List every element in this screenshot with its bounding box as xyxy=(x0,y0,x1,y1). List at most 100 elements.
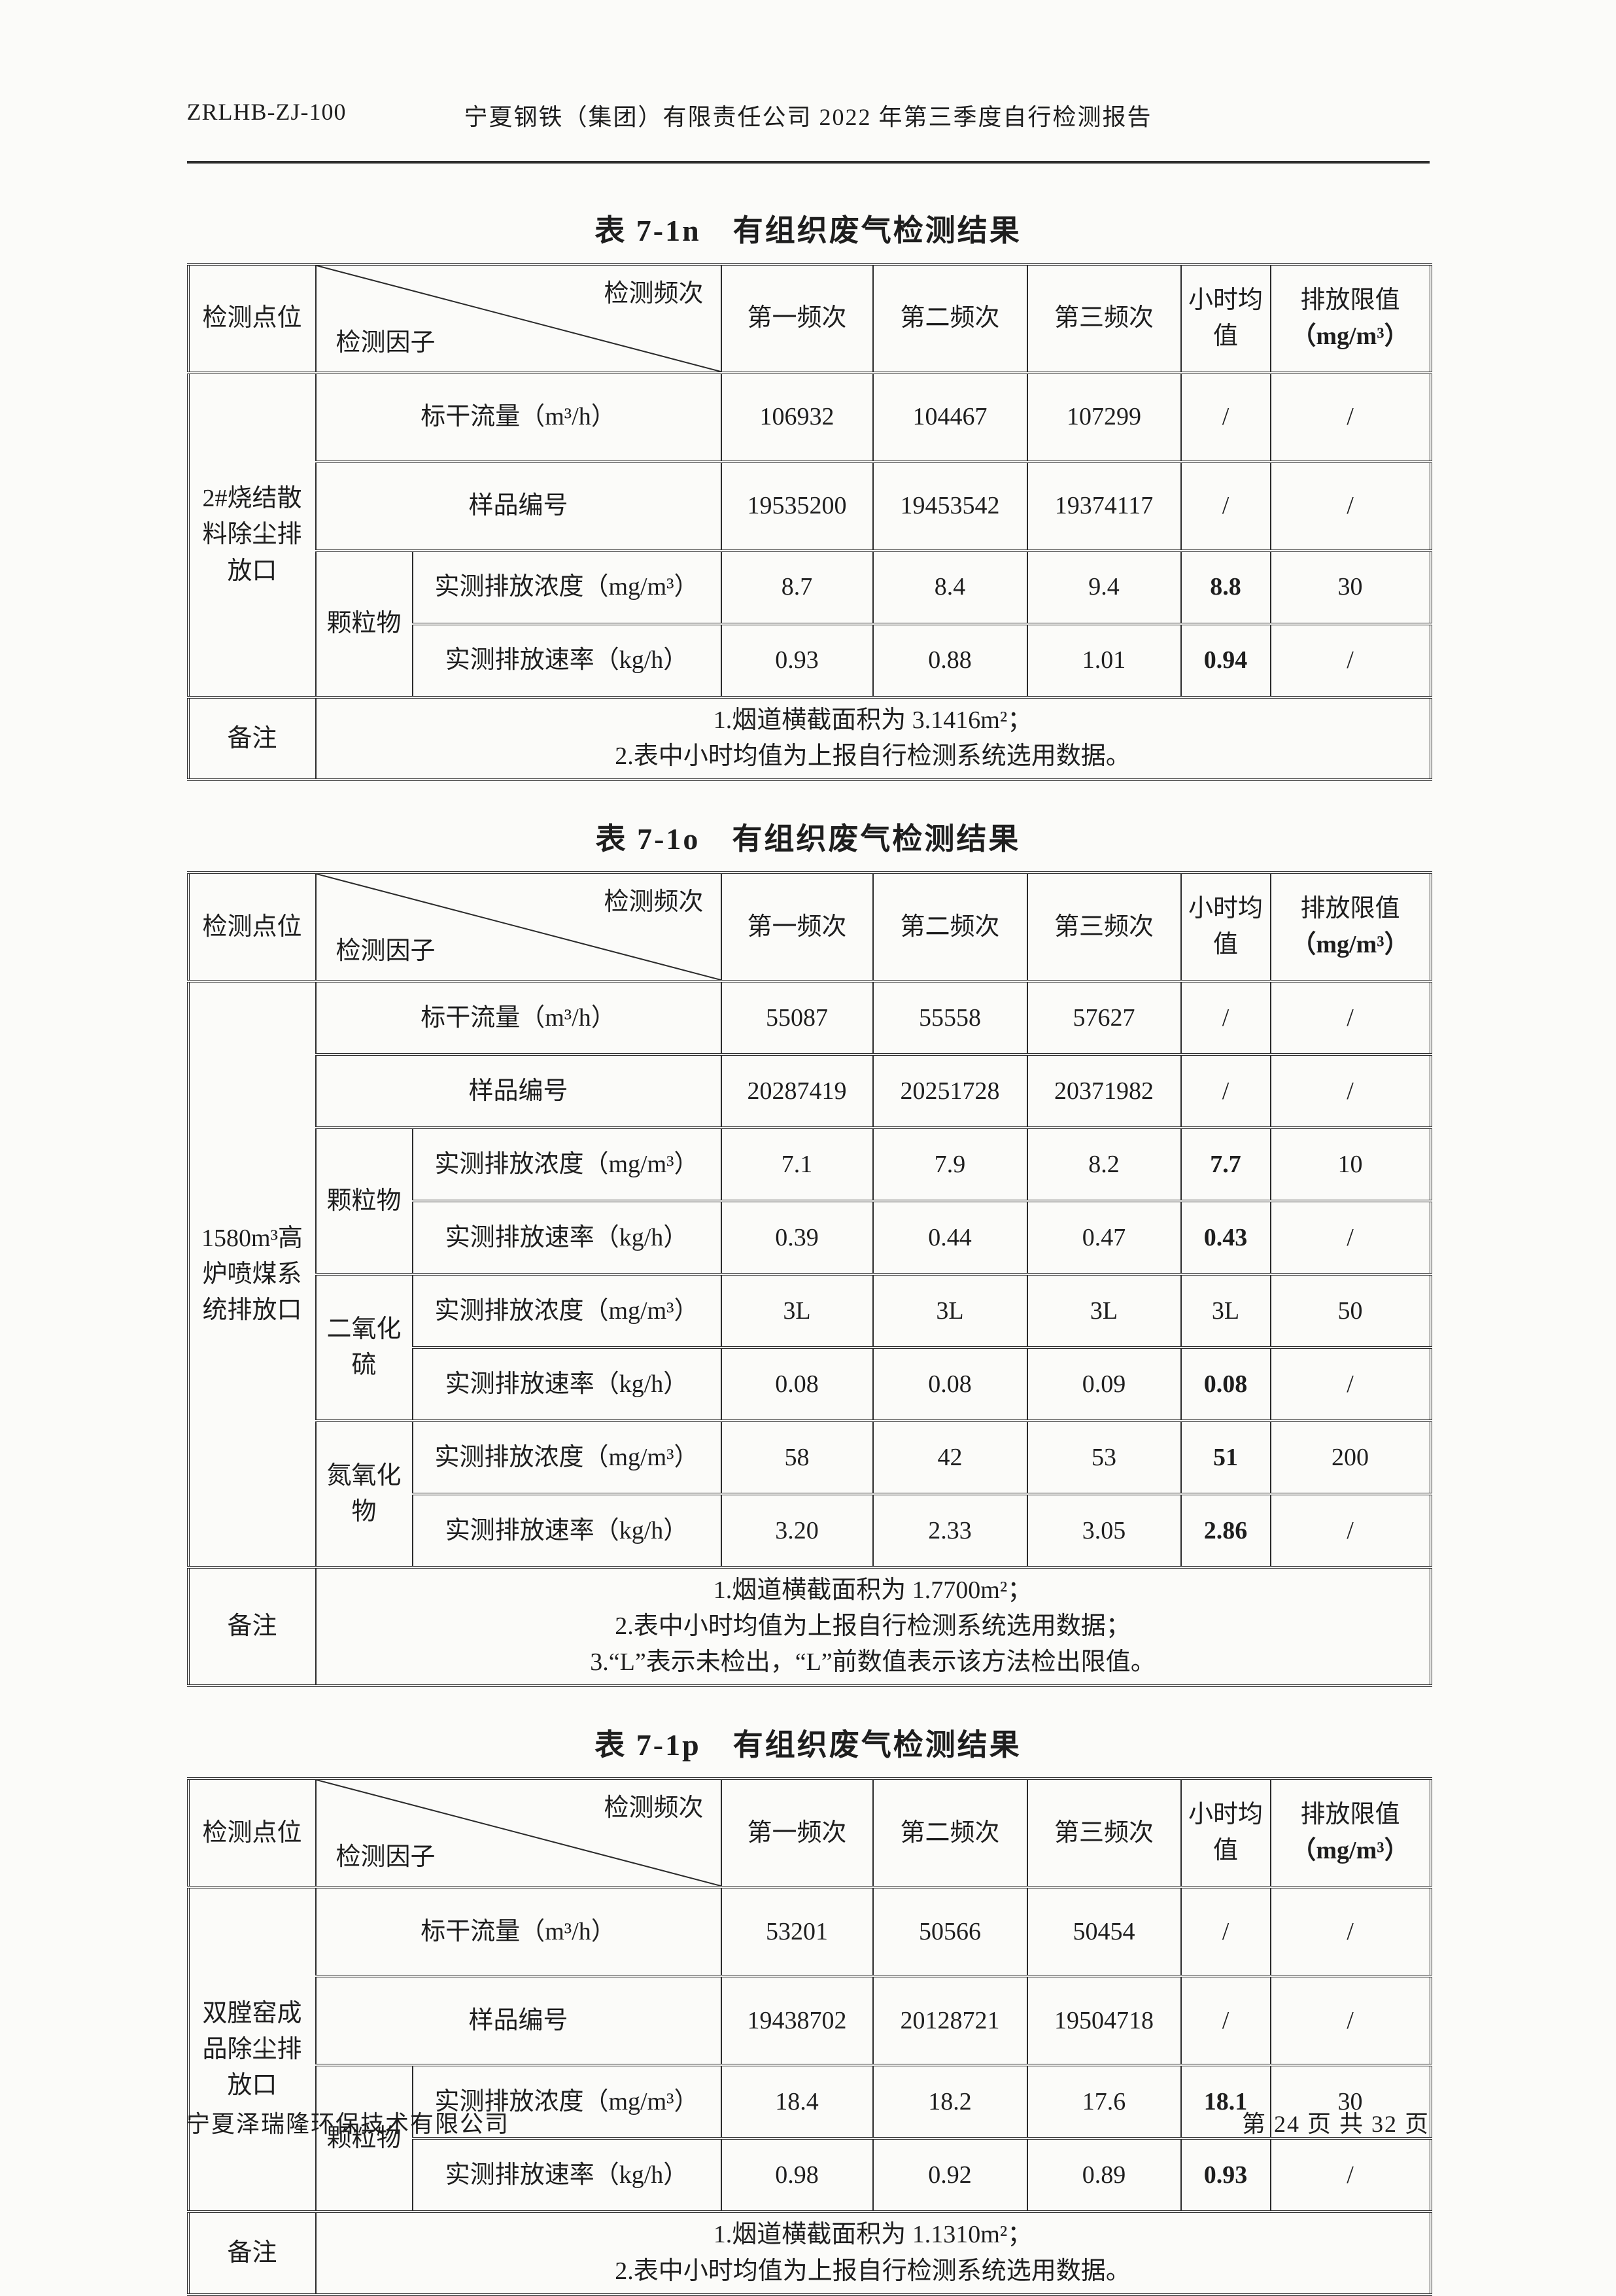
value-cell: 55087 xyxy=(720,980,874,1056)
value-cell: 50 xyxy=(1269,1273,1432,1349)
header-freq2-cell: 第二频次 xyxy=(872,871,1028,983)
value-cell: / xyxy=(1180,372,1271,463)
table-7-1n: 检测点位 检测频次 检测因子 第一频次 第二频次 第三频次 小时均值 排放限值 … xyxy=(186,263,1432,782)
value-cell: / xyxy=(1180,980,1271,1056)
factor-cell: 颗粒物 xyxy=(315,549,413,699)
value-cell: 1.01 xyxy=(1026,623,1182,699)
param-cell: 样品编号 xyxy=(315,1975,722,2067)
header-freq2-cell: 第二频次 xyxy=(872,263,1028,374)
header-freq1-cell: 第一频次 xyxy=(720,1777,874,1889)
value-cell: 0.89 xyxy=(1026,2137,1182,2214)
value-cell: 8.7 xyxy=(720,549,874,625)
value-cell: 0.08 xyxy=(872,1346,1028,1423)
param-cell: 标干流量（m³/h） xyxy=(315,372,722,463)
value-cell: 53201 xyxy=(720,1886,874,1978)
remark-line: 2.表中小时均值为上报自行检测系统选用数据。 xyxy=(615,2257,1131,2285)
header-diagonal-cell: 检测频次 检测因子 xyxy=(315,1777,722,1889)
doc-header: ZRLHB-ZJ-100 宁夏钢铁（集团）有限责任公司 2022 年第三季度自行… xyxy=(186,98,1430,164)
value-cell: 106932 xyxy=(720,372,874,463)
value-cell: 20287419 xyxy=(720,1053,874,1130)
param-cell: 标干流量（m³/h） xyxy=(315,980,722,1056)
remark-line: 1.烟道横截面积为 3.1416m²； xyxy=(713,706,1033,734)
point-label-cell: 2#烧结散料除尘排放口 xyxy=(187,372,317,699)
value-cell: 19438702 xyxy=(720,1975,874,2067)
doc-title: 宁夏钢铁（集团）有限责任公司 2022 年第三季度自行检测报告 xyxy=(464,104,1152,130)
header-freq1-cell: 第一频次 xyxy=(720,871,874,983)
header-factor-label: 检测因子 xyxy=(335,328,436,357)
factor-cell: 二氧化硫 xyxy=(315,1273,413,1423)
header-freq3-cell: 第三频次 xyxy=(1026,1777,1182,1889)
value-cell: / xyxy=(1269,1053,1432,1130)
param-cell: 实测排放浓度（mg/m³） xyxy=(411,2064,722,2140)
header-freq3-cell: 第三频次 xyxy=(1026,871,1182,983)
param-cell: 实测排放速率（kg/h） xyxy=(411,1200,722,1276)
table-title-7-1o: 表 7-1o 有组织废气检测结果 xyxy=(595,822,1021,856)
header-factor-label: 检测因子 xyxy=(335,1843,436,1871)
diagonal-line xyxy=(317,874,721,980)
header-limit-cell: 排放限值 （mg/m³） xyxy=(1269,263,1432,374)
value-cell: / xyxy=(1269,1200,1432,1276)
remark-label-cell: 备注 xyxy=(187,695,317,782)
value-cell: 20128721 xyxy=(872,1975,1028,2067)
value-cell: 3.05 xyxy=(1026,1493,1182,1569)
table-title-7-1p: 表 7-1p 有组织废气检测结果 xyxy=(594,1728,1022,1762)
value-cell: 0.08 xyxy=(1180,1346,1271,1423)
header-freq1-cell: 第一频次 xyxy=(720,263,874,374)
header-hour-avg-cell: 小时均值 xyxy=(1180,871,1271,983)
header-hour-avg-cell: 小时均值 xyxy=(1180,263,1271,374)
value-cell: 104467 xyxy=(872,372,1028,463)
value-cell: 42 xyxy=(872,1419,1028,1496)
value-cell: 107299 xyxy=(1026,372,1182,463)
value-cell: 0.43 xyxy=(1180,1200,1271,1276)
param-cell: 实测排放速率（kg/h） xyxy=(411,1493,722,1569)
header-hour-avg-cell: 小时均值 xyxy=(1180,1777,1271,1889)
header-freq3-cell: 第三频次 xyxy=(1026,263,1182,374)
param-cell: 标干流量（m³/h） xyxy=(315,1886,722,1978)
diagonal-line xyxy=(317,1780,721,1886)
value-cell: 18.1 xyxy=(1180,2064,1271,2140)
value-cell: 0.92 xyxy=(872,2137,1028,2214)
value-cell: 0.94 xyxy=(1180,623,1271,699)
table-7-1p: 检测点位 检测频次 检测因子 第一频次 第二频次 第三频次 小时均值 排放限值 … xyxy=(186,1777,1432,2296)
value-cell: 9.4 xyxy=(1026,549,1182,625)
table-title-7-1n: 表 7-1n 有组织废气检测结果 xyxy=(594,214,1022,247)
header-limit-line2: （mg/m³） xyxy=(1291,322,1409,350)
footer-page-number: 第 24 页 共 32 页 xyxy=(1241,2111,1430,2137)
diagonal-line xyxy=(317,266,721,372)
header-point-cell: 检测点位 xyxy=(187,1777,317,1889)
header-limit-cell: 排放限值 （mg/m³） xyxy=(1269,871,1432,983)
remark-label-cell: 备注 xyxy=(187,1566,317,1688)
value-cell: 7.1 xyxy=(720,1126,874,1203)
value-cell: / xyxy=(1180,1053,1271,1130)
factor-cell: 氮氧化物 xyxy=(315,1419,413,1569)
header-diagonal-cell: 检测频次 检测因子 xyxy=(315,263,722,374)
param-cell: 实测排放浓度（mg/m³） xyxy=(411,1273,722,1349)
value-cell: 0.98 xyxy=(720,2137,874,2214)
value-cell: 55558 xyxy=(872,980,1028,1056)
value-cell: 19535200 xyxy=(720,461,874,552)
param-cell: 实测排放浓度（mg/m³） xyxy=(411,1126,722,1203)
value-cell: 19504718 xyxy=(1026,1975,1182,2067)
value-cell: / xyxy=(1269,1493,1432,1569)
value-cell: 20371982 xyxy=(1026,1053,1182,1130)
value-cell: 58 xyxy=(720,1419,874,1496)
value-cell: 8.4 xyxy=(872,549,1028,625)
value-cell: 0.88 xyxy=(872,623,1028,699)
param-cell: 实测排放速率（kg/h） xyxy=(411,1346,722,1423)
header-point-cell: 检测点位 xyxy=(187,263,317,374)
factor-cell: 颗粒物 xyxy=(315,1126,413,1276)
value-cell: / xyxy=(1269,461,1432,552)
param-cell: 实测排放浓度（mg/m³） xyxy=(411,1419,722,1496)
header-factor-label: 检测因子 xyxy=(335,937,436,965)
value-cell: 30 xyxy=(1269,549,1432,625)
value-cell: 18.4 xyxy=(720,2064,874,2140)
header-limit-line1: 排放限值 xyxy=(1300,1801,1400,1829)
point-label-cell: 1580m³高炉喷煤系统排放口 xyxy=(187,980,317,1569)
value-cell: 17.6 xyxy=(1026,2064,1182,2140)
value-cell: 57627 xyxy=(1026,980,1182,1056)
header-frequency-label: 检测频次 xyxy=(604,1794,704,1822)
param-cell: 实测排放速率（kg/h） xyxy=(411,623,722,699)
factor-cell: 颗粒物 xyxy=(315,2064,413,2214)
value-cell: 8.2 xyxy=(1026,1126,1182,1203)
value-cell: 8.8 xyxy=(1180,549,1271,625)
